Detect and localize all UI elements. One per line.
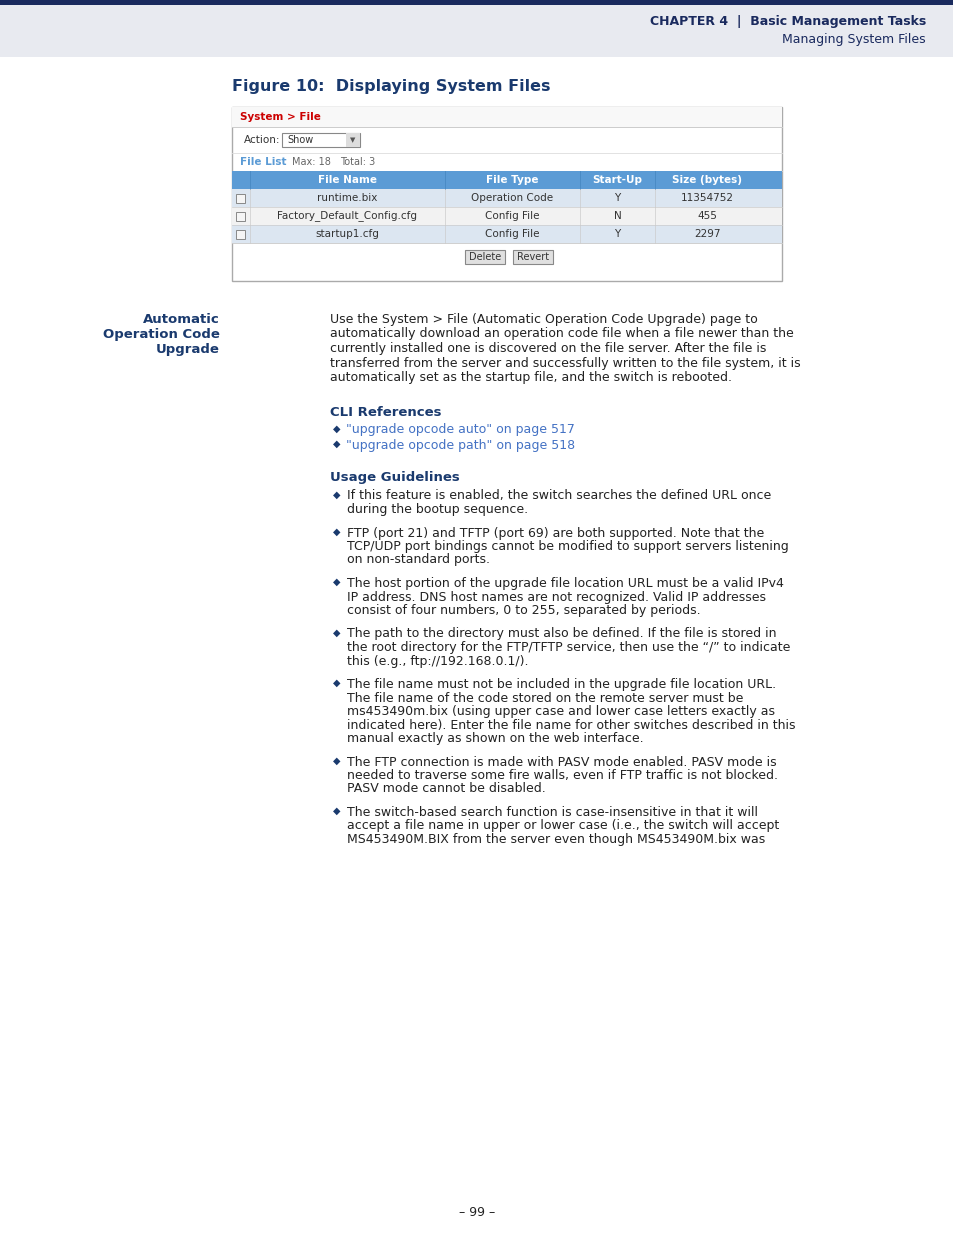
Bar xyxy=(346,133,359,147)
Text: File Name: File Name xyxy=(317,175,376,185)
Text: Delete: Delete xyxy=(468,252,500,262)
Text: If this feature is enabled, the switch searches the defined URL once: If this feature is enabled, the switch s… xyxy=(347,489,770,503)
Text: The host portion of the upgrade file location URL must be a valid IPv4: The host portion of the upgrade file loc… xyxy=(347,577,783,590)
Bar xyxy=(236,211,245,221)
Text: Automatic: Automatic xyxy=(143,312,220,326)
Bar xyxy=(232,107,781,282)
Text: Use the System > File (Automatic Operation Code Upgrade) page to: Use the System > File (Automatic Operati… xyxy=(330,312,757,326)
Text: Size (bytes): Size (bytes) xyxy=(672,175,741,185)
Bar xyxy=(236,194,245,203)
Text: ◆: ◆ xyxy=(333,526,340,536)
Text: Config File: Config File xyxy=(485,228,539,240)
Text: Show: Show xyxy=(287,135,313,144)
Text: currently installed one is discovered on the file server. After the file is: currently installed one is discovered on… xyxy=(330,342,765,354)
Text: "upgrade opcode path" on page 518: "upgrade opcode path" on page 518 xyxy=(346,438,575,452)
Bar xyxy=(232,107,781,127)
Text: accept a file name in upper or lower case (i.e., the switch will accept: accept a file name in upper or lower cas… xyxy=(347,820,779,832)
Text: The file name must not be included in the upgrade file location URL.: The file name must not be included in th… xyxy=(347,678,776,692)
Text: CLI References: CLI References xyxy=(330,405,441,419)
Text: Start-Up: Start-Up xyxy=(592,175,641,185)
Text: automatically set as the startup file, and the switch is rebooted.: automatically set as the startup file, a… xyxy=(330,370,731,384)
Text: Factory_Default_Config.cfg: Factory_Default_Config.cfg xyxy=(277,210,417,221)
Text: ◆: ◆ xyxy=(333,678,340,688)
Text: PASV mode cannot be disabled.: PASV mode cannot be disabled. xyxy=(347,783,545,795)
Bar xyxy=(232,207,781,225)
Text: indicated here). Enter the file name for other switches described in this: indicated here). Enter the file name for… xyxy=(347,719,795,731)
Bar xyxy=(236,230,245,238)
Text: System > File: System > File xyxy=(240,112,320,122)
Text: IP address. DNS host names are not recognized. Valid IP addresses: IP address. DNS host names are not recog… xyxy=(347,590,765,604)
Text: File List: File List xyxy=(240,157,286,167)
Text: automatically download an operation code file when a file newer than the: automatically download an operation code… xyxy=(330,327,793,341)
Text: manual exactly as shown on the web interface.: manual exactly as shown on the web inter… xyxy=(347,732,643,745)
Text: CHAPTER 4  |  Basic Management Tasks: CHAPTER 4 | Basic Management Tasks xyxy=(649,15,925,27)
Text: Config File: Config File xyxy=(485,211,539,221)
Text: ◆: ◆ xyxy=(333,424,340,433)
Text: The file name of the code stored on the remote server must be: The file name of the code stored on the … xyxy=(347,692,742,704)
Bar xyxy=(0,5,953,57)
Text: Revert: Revert xyxy=(517,252,549,262)
Text: The FTP connection is made with PASV mode enabled. PASV mode is: The FTP connection is made with PASV mod… xyxy=(347,756,776,768)
Text: Upgrade: Upgrade xyxy=(156,343,220,356)
Text: The switch-based search function is case-insensitive in that it will: The switch-based search function is case… xyxy=(347,806,758,819)
Text: this (e.g., ftp://192.168.0.1/).: this (e.g., ftp://192.168.0.1/). xyxy=(347,655,528,667)
Text: consist of four numbers, 0 to 255, separated by periods.: consist of four numbers, 0 to 255, separ… xyxy=(347,604,700,618)
Text: runtime.bix: runtime.bix xyxy=(317,193,377,203)
Text: The path to the directory must also be defined. If the file is stored in: The path to the directory must also be d… xyxy=(347,627,776,641)
Text: ◆: ◆ xyxy=(333,806,340,816)
Text: 11354752: 11354752 xyxy=(680,193,733,203)
Text: Max: 18: Max: 18 xyxy=(292,157,331,167)
Bar xyxy=(232,225,781,243)
Text: Operation Code: Operation Code xyxy=(471,193,553,203)
Bar xyxy=(0,0,953,5)
Text: N: N xyxy=(613,211,620,221)
Text: Y: Y xyxy=(614,228,620,240)
Text: MS453490M.BIX from the server even though MS453490M.bix was: MS453490M.BIX from the server even thoug… xyxy=(347,832,764,846)
Bar xyxy=(232,189,781,207)
Bar xyxy=(282,133,359,147)
Text: startup1.cfg: startup1.cfg xyxy=(315,228,379,240)
Text: transferred from the server and successfully written to the file system, it is: transferred from the server and successf… xyxy=(330,357,800,369)
Text: the root directory for the FTP/TFTP service, then use the “/” to indicate: the root directory for the FTP/TFTP serv… xyxy=(347,641,789,655)
Text: ◆: ◆ xyxy=(333,489,340,499)
Text: Y: Y xyxy=(614,193,620,203)
Text: ▼: ▼ xyxy=(350,137,355,143)
Bar xyxy=(513,249,553,264)
Text: ◆: ◆ xyxy=(333,577,340,587)
Text: Figure 10:  Displaying System Files: Figure 10: Displaying System Files xyxy=(232,79,550,95)
Text: ◆: ◆ xyxy=(333,627,340,637)
Text: needed to traverse some fire walls, even if FTP traffic is not blocked.: needed to traverse some fire walls, even… xyxy=(347,769,778,782)
Bar xyxy=(232,170,781,189)
Text: on non-standard ports.: on non-standard ports. xyxy=(347,553,490,567)
Text: Total: 3: Total: 3 xyxy=(339,157,375,167)
Text: ms453490m.bix (using upper case and lower case letters exactly as: ms453490m.bix (using upper case and lowe… xyxy=(347,705,774,718)
Text: 2297: 2297 xyxy=(694,228,720,240)
Text: File Type: File Type xyxy=(486,175,538,185)
Text: Operation Code: Operation Code xyxy=(103,329,220,341)
Text: ◆: ◆ xyxy=(333,756,340,766)
Text: FTP (port 21) and TFTP (port 69) are both supported. Note that the: FTP (port 21) and TFTP (port 69) are bot… xyxy=(347,526,763,540)
Text: Action:: Action: xyxy=(244,135,280,144)
Text: 455: 455 xyxy=(697,211,717,221)
Text: "upgrade opcode auto" on page 517: "upgrade opcode auto" on page 517 xyxy=(346,424,575,436)
Text: Managing System Files: Managing System Files xyxy=(781,32,925,46)
Text: – 99 –: – 99 – xyxy=(458,1207,495,1219)
Bar xyxy=(464,249,504,264)
Text: TCP/UDP port bindings cannot be modified to support servers listening: TCP/UDP port bindings cannot be modified… xyxy=(347,540,788,553)
Text: Usage Guidelines: Usage Guidelines xyxy=(330,472,459,484)
Text: during the bootup sequence.: during the bootup sequence. xyxy=(347,503,528,516)
Text: ◆: ◆ xyxy=(333,438,340,448)
